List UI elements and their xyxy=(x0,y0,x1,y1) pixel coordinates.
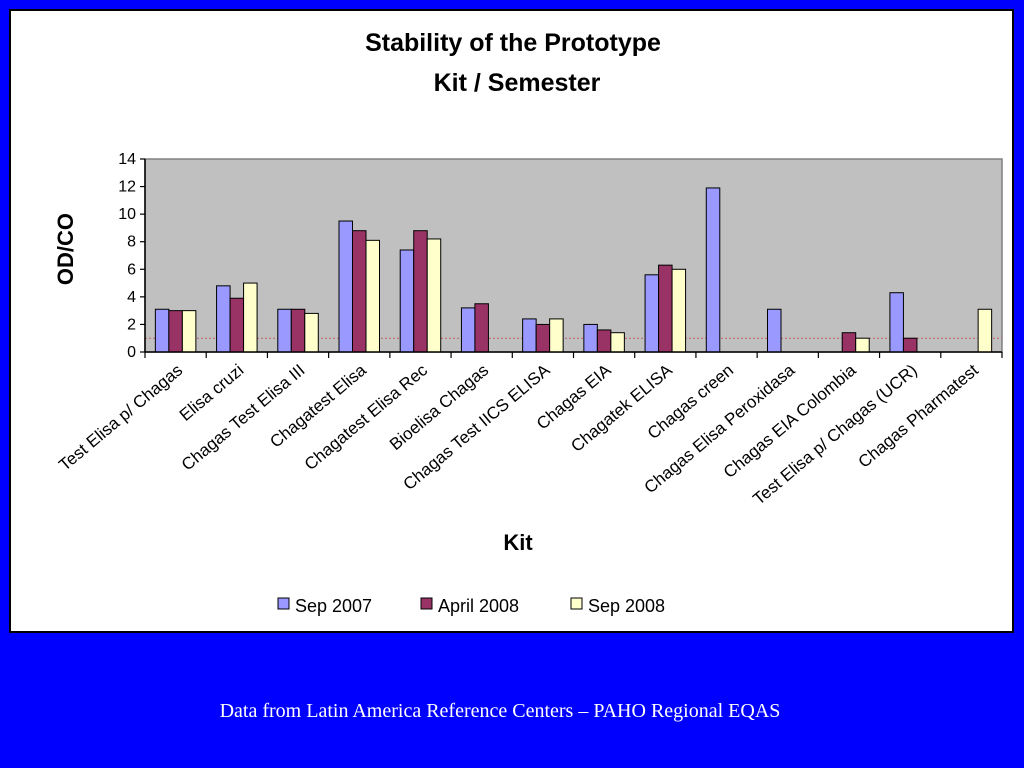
bar xyxy=(216,285,231,353)
chart-title-line-2: Kit / Semester xyxy=(434,69,601,97)
divider xyxy=(256,631,693,632)
chart: Stability of the Prototype Kit / Semeste… xyxy=(53,29,1003,616)
bar xyxy=(338,220,353,353)
y-tick-label: 4 xyxy=(127,289,136,306)
bars xyxy=(154,187,993,353)
chart-title-line-1: Stability of the Prototype xyxy=(365,29,661,57)
bar xyxy=(168,310,183,353)
y-axis-ticks: 0 2 4 6 8 10 12 14 xyxy=(118,151,145,361)
y-tick-label: 6 xyxy=(127,261,136,278)
bar xyxy=(352,230,367,353)
legend-swatch xyxy=(570,597,583,610)
bar xyxy=(902,337,918,353)
bar xyxy=(474,303,489,353)
legend-label: Sep 2007 xyxy=(295,596,372,616)
bar xyxy=(399,249,415,353)
bar xyxy=(229,297,245,353)
bar xyxy=(413,230,428,353)
legend-label: April 2008 xyxy=(438,596,519,616)
bar xyxy=(426,238,442,353)
legend-label: Sep 2008 xyxy=(588,596,665,616)
bar xyxy=(583,323,598,353)
y-tick-label: 12 xyxy=(118,179,136,196)
legend-swatch xyxy=(277,597,290,610)
bar xyxy=(304,312,319,353)
bar xyxy=(644,274,660,353)
x-tick-label: Chagatek ELISA xyxy=(567,360,676,456)
y-tick-label: 2 xyxy=(127,316,136,333)
y-tick-label: 14 xyxy=(118,151,136,168)
bar xyxy=(365,239,380,353)
y-axis-title: OD/CO xyxy=(53,213,78,285)
x-tick-label: Test Elisa p/ Chagas xyxy=(55,361,186,475)
bar xyxy=(549,318,564,353)
y-tick-label: 8 xyxy=(127,234,136,251)
y-tick-label: 10 xyxy=(118,206,136,223)
slide-panel: Stability of the Prototype Kit / Semeste… xyxy=(9,9,1014,633)
plot-area xyxy=(144,158,1003,353)
x-axis-ticks xyxy=(144,352,1003,358)
bar xyxy=(841,332,857,353)
bar xyxy=(290,308,306,353)
bar xyxy=(889,292,904,353)
bar xyxy=(522,318,537,353)
bar xyxy=(154,308,170,353)
bar xyxy=(181,310,197,353)
bar xyxy=(535,323,551,353)
legend: Sep 2007 April 2008 Sep 2008 xyxy=(277,596,665,616)
bar xyxy=(705,187,721,353)
footer-caption: Data from Latin America Reference Center… xyxy=(219,700,781,722)
x-tick-label: Chagas Pharmatest xyxy=(855,360,983,471)
bar xyxy=(977,308,993,353)
bar xyxy=(767,308,782,353)
bar xyxy=(596,329,612,353)
bar xyxy=(671,268,687,353)
bar xyxy=(658,264,673,353)
y-tick-label: 0 xyxy=(127,344,136,361)
bar xyxy=(277,308,292,353)
legend-swatch xyxy=(420,597,433,610)
bar xyxy=(460,307,476,353)
x-axis-title: Kit xyxy=(503,530,533,555)
bar xyxy=(610,332,625,353)
bar xyxy=(243,282,258,353)
bar xyxy=(855,337,870,353)
